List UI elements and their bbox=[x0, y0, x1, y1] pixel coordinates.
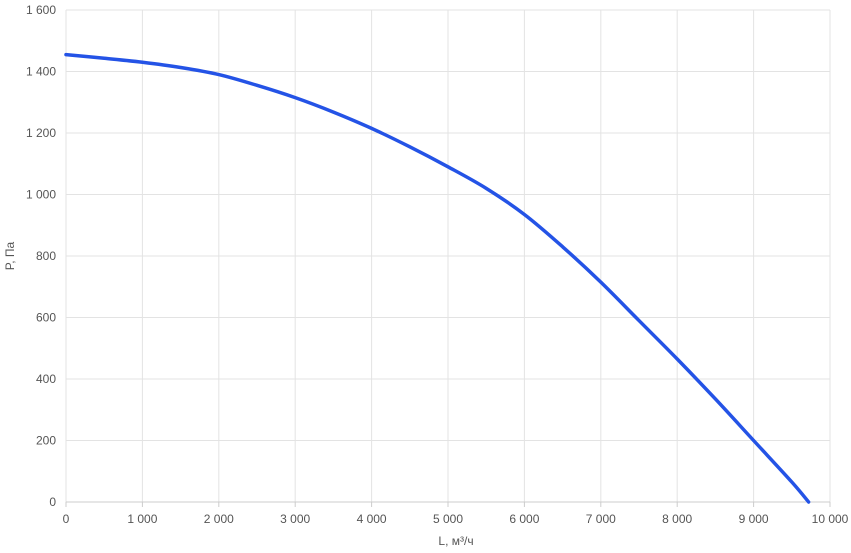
y-tick-label: 800 bbox=[36, 249, 56, 263]
tick-labels: 0 1 000 2 000 3 000 4 000 5 000 6 000 7 000 8 00… bbox=[26, 3, 849, 526]
x-tick-label: 7 000 bbox=[586, 512, 616, 526]
x-tick-label: 10 000 bbox=[812, 512, 849, 526]
y-tick-label: 1 200 bbox=[26, 126, 56, 140]
y-axis-title: P, Па bbox=[3, 241, 17, 270]
x-tick-label: 1 000 bbox=[127, 512, 157, 526]
y-tick-label: 200 bbox=[36, 434, 56, 448]
y-tick-label: 0 bbox=[49, 495, 56, 509]
x-tick-label: 5 000 bbox=[433, 512, 463, 526]
x-axis-title: L, м³/ч bbox=[438, 534, 473, 548]
y-tick-label: 1 000 bbox=[26, 188, 56, 202]
x-tick-label: 3 000 bbox=[280, 512, 310, 526]
x-tick-label: 6 000 bbox=[509, 512, 539, 526]
series-line bbox=[64, 52, 811, 504]
y-tick-label: 400 bbox=[36, 372, 56, 386]
x-tick-label: 9 000 bbox=[739, 512, 769, 526]
x-tick-label: 0 bbox=[63, 512, 70, 526]
series-layer bbox=[64, 52, 811, 504]
grid bbox=[65, 9, 831, 503]
x-tick-label: 2 000 bbox=[204, 512, 234, 526]
x-tick-label: 8 000 bbox=[662, 512, 692, 526]
y-tick-label: 1 600 bbox=[26, 3, 56, 17]
y-tick-label: 600 bbox=[36, 311, 56, 325]
x-tick-label: 4 000 bbox=[357, 512, 387, 526]
y-tick-label: 1 400 bbox=[26, 65, 56, 79]
axes bbox=[65, 501, 831, 507]
